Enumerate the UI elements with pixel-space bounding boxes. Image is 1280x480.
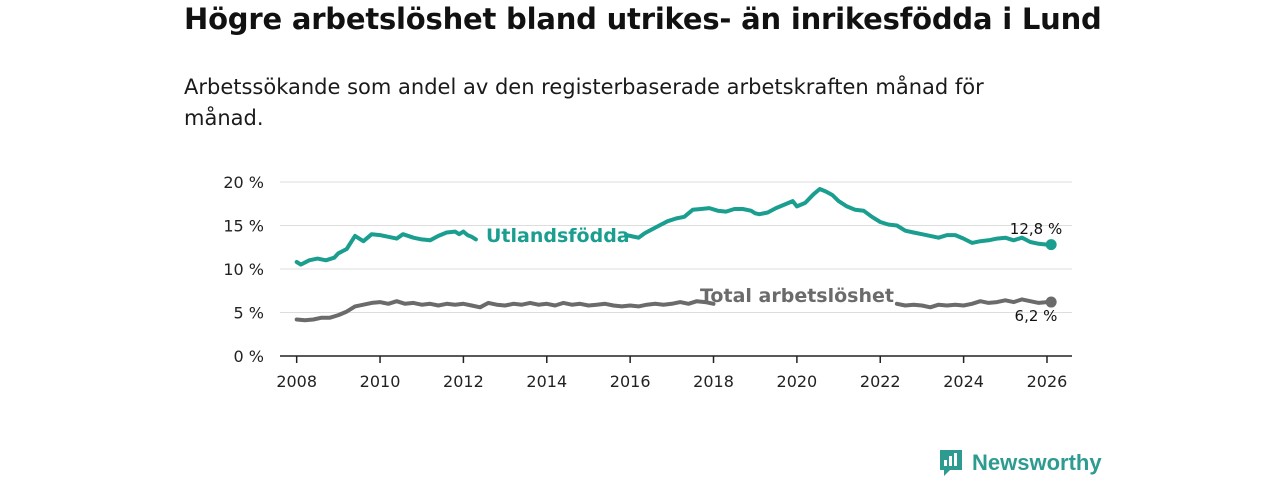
end-label-total: 6,2 %: [1015, 307, 1058, 325]
brand-name: Newsworthy: [972, 450, 1102, 475]
end-point-utlandsfodda: [1045, 239, 1057, 251]
series-labels: Utlandsfödda Total arbetslöshet 12,8 % 6,2 …: [486, 220, 1062, 325]
series-label-total: Total arbetslöshet: [700, 285, 894, 307]
x-tick-label: 2016: [610, 372, 651, 391]
series-line-utlandsfodda: [624, 187, 1054, 247]
y-axis-ticks: 0 % 5 % 10 % 15 % 20 %: [223, 173, 264, 366]
y-tick-label: 5 %: [234, 304, 264, 323]
y-tick-label: 10 %: [223, 260, 264, 279]
x-tick-label: 2008: [276, 372, 317, 391]
series-line-total: [894, 297, 1054, 310]
line-chart: 0 %5 %10 %15 %20 % 2008 2010 2012 2014 2016 2…: [223, 173, 1072, 391]
series-label-utlandsfodda: Utlandsfödda: [486, 225, 630, 247]
newsworthy-logo-icon: [940, 450, 962, 476]
x-tick-label: 2014: [526, 372, 567, 391]
gridlines: [280, 181, 1072, 313]
x-tick-label: 2018: [693, 372, 734, 391]
chart-title: Högre arbetslöshet bland utrikes- än inr…: [184, 2, 1102, 36]
y-tick-label: 15 %: [223, 217, 264, 236]
chart-subtitle: Arbetssökande som andel av den registerb…: [184, 75, 984, 130]
x-tick-label: 2026: [1027, 372, 1068, 391]
series-line-total: [294, 299, 716, 323]
series-line-utlandsfodda: [294, 229, 478, 267]
x-tick-label: 2010: [360, 372, 401, 391]
x-tick-label: 2024: [943, 372, 984, 391]
series-lines: [294, 187, 1057, 323]
x-tick-label: 2012: [443, 372, 484, 391]
x-tick-label: 2022: [860, 372, 901, 391]
brand-logo: Newsworthy: [938, 448, 1102, 478]
y-tick-label: 20 %: [223, 173, 264, 192]
end-point-total: [1045, 296, 1057, 308]
x-axis: 2008 2010 2012 2014 2016 2018 2020 2022 2024 2026: [276, 355, 1072, 391]
x-tick-label: 2020: [777, 372, 818, 391]
end-label-utlandsfodda: 12,8 %: [1010, 220, 1062, 238]
y-tick-label: 0 %: [234, 347, 264, 366]
